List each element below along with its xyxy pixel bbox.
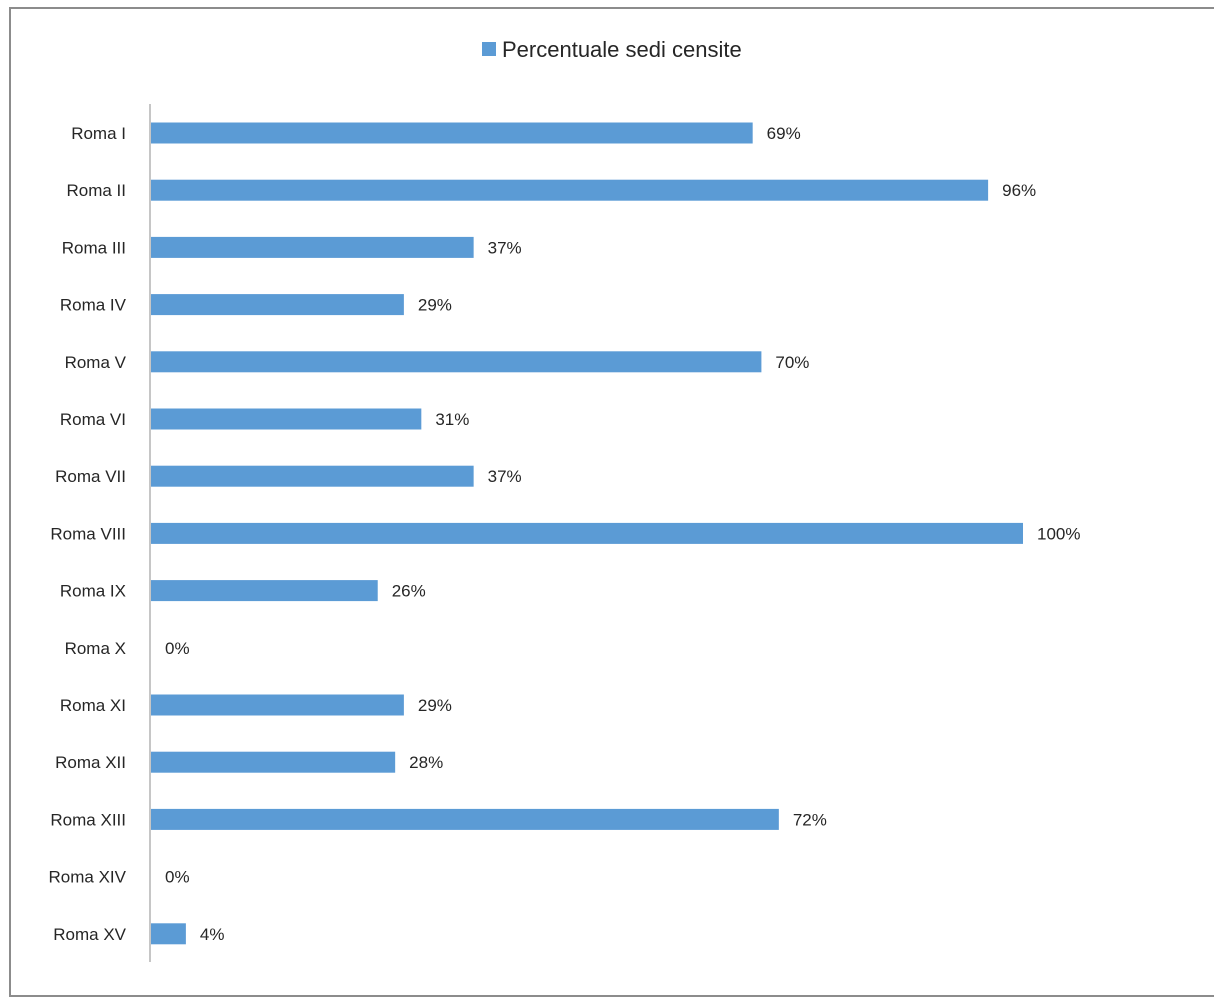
bar-roma-vii xyxy=(151,465,474,487)
category-labels: Roma I Roma II Roma III Roma IV Roma V Roma V… xyxy=(49,124,127,944)
value-labels: 69% 96% 37% 29% 70% 31% 37% 100% 26% 0% 29% 28% 72% 0… xyxy=(165,124,1080,944)
category-label: Roma V xyxy=(65,353,127,372)
legend: Percentuale sedi censite xyxy=(482,37,742,62)
bar-roma-xiii xyxy=(151,808,779,830)
data-label: 96% xyxy=(1002,181,1036,200)
category-label: Roma II xyxy=(66,181,126,200)
data-label: 29% xyxy=(418,696,452,715)
category-label: Roma IX xyxy=(60,582,126,601)
bar-roma-i xyxy=(151,122,753,144)
data-label: 37% xyxy=(488,467,522,486)
bar-roma-ii xyxy=(151,179,989,201)
legend-swatch xyxy=(482,42,496,56)
bar-roma-v xyxy=(151,351,762,373)
bar-roma-xi xyxy=(151,694,404,716)
category-label: Roma VI xyxy=(60,410,126,429)
category-label: Roma III xyxy=(62,238,126,257)
category-label: Roma IV xyxy=(60,296,127,315)
bar-roma-xii xyxy=(151,751,396,773)
category-label: Roma VII xyxy=(55,467,126,486)
category-label: Roma I xyxy=(71,124,126,143)
data-label: 0% xyxy=(165,868,190,887)
bars-group xyxy=(151,122,1023,945)
data-label: 4% xyxy=(200,925,225,944)
data-label: 26% xyxy=(392,582,426,601)
legend-label-series-1: Percentuale sedi censite xyxy=(502,37,742,62)
category-label: Roma XII xyxy=(55,753,126,772)
category-label: Roma XI xyxy=(60,696,126,715)
data-label: 29% xyxy=(418,296,452,315)
bar-roma-vi xyxy=(151,408,422,430)
category-label: Roma X xyxy=(65,639,126,658)
bar-roma-xv xyxy=(151,923,186,945)
category-label: Roma XIII xyxy=(50,810,126,829)
data-label: 28% xyxy=(409,753,443,772)
bar-roma-viii xyxy=(151,522,1023,544)
data-label: 37% xyxy=(488,238,522,257)
data-label: 0% xyxy=(165,639,190,658)
bar-roma-iv xyxy=(151,294,404,316)
bar-roma-iii xyxy=(151,236,474,258)
data-label: 69% xyxy=(767,124,801,143)
data-label: 70% xyxy=(775,353,809,372)
data-label: 100% xyxy=(1037,524,1080,543)
data-label: 72% xyxy=(793,810,827,829)
bar-roma-ix xyxy=(151,580,378,602)
chart-frame xyxy=(9,7,1214,997)
category-label: Roma XV xyxy=(53,925,126,944)
category-label: Roma XIV xyxy=(49,868,127,887)
data-label: 31% xyxy=(435,410,469,429)
category-label: Roma VIII xyxy=(50,524,126,543)
